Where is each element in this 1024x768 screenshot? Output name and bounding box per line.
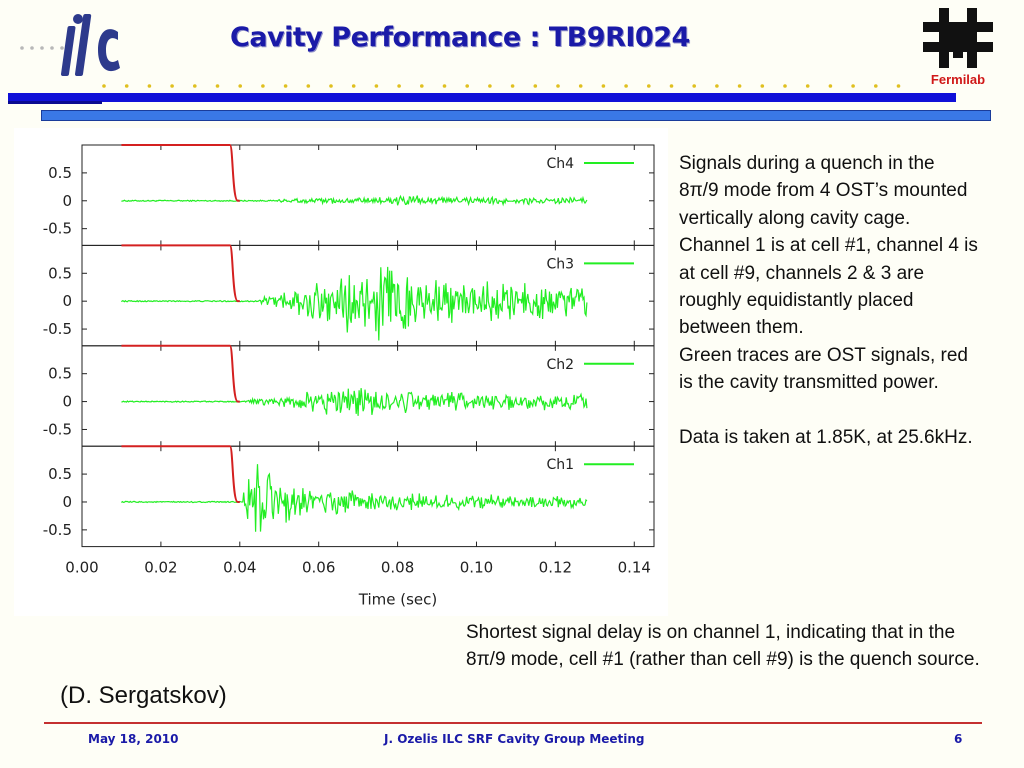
ost-trace-ch1 <box>120 464 588 532</box>
legend-label: Ch4 <box>546 156 574 172</box>
y-tick-label: 0 <box>62 493 72 511</box>
power-trace-ch2 <box>121 344 240 403</box>
description-text: Signals during a quench in the 8π/9 mode… <box>679 153 978 449</box>
plot-background <box>14 128 668 616</box>
header-dot <box>170 84 174 88</box>
header-dot <box>669 84 674 88</box>
y-tick-label: 0 <box>62 292 72 310</box>
header-dot <box>737 84 742 88</box>
header-dot <box>215 84 220 88</box>
section-bar <box>41 110 991 121</box>
header-bar <box>8 93 956 102</box>
footer-divider <box>44 722 982 724</box>
header-dot <box>715 84 719 88</box>
header-dot-row <box>102 84 901 88</box>
header-dot <box>102 84 106 88</box>
header-dot <box>465 84 470 88</box>
ost-trace-ch2 <box>121 388 588 416</box>
header-dot <box>420 84 424 88</box>
header-dot <box>124 84 129 88</box>
x-tick-label: 0.06 <box>302 559 335 577</box>
header-dot <box>193 84 197 88</box>
header-dot <box>488 84 492 88</box>
x-tick-label: 0.14 <box>618 559 651 577</box>
header-dot <box>896 84 901 88</box>
y-tick-label: 0 <box>62 393 72 411</box>
header-dot <box>351 84 356 88</box>
x-tick-label: 0.10 <box>460 559 493 577</box>
legend-label: Ch3 <box>546 256 574 272</box>
header-dot <box>442 84 447 88</box>
panel-frame <box>81 445 655 548</box>
ost-trace-ch3 <box>120 266 588 341</box>
power-trace-ch4 <box>121 144 240 202</box>
header-dot <box>147 84 152 88</box>
slide-title: Cavity Performance : TB9RI024 <box>230 22 690 53</box>
header-dot <box>874 84 878 88</box>
legend-label: Ch1 <box>546 457 574 473</box>
header-dot <box>374 84 379 88</box>
conclusion-text: Shortest signal delay is on channel 1, i… <box>466 622 980 671</box>
x-tick-label: 0.08 <box>381 559 414 577</box>
panel-ch1: 0.5 0 -0.5 Ch1 <box>43 445 655 548</box>
ost-trace-ch4 <box>121 194 588 207</box>
header-bar-accent <box>8 101 102 104</box>
y-tick-label: -0.5 <box>43 521 72 539</box>
header-dot <box>692 84 696 88</box>
y-tick-label: -0.5 <box>43 320 72 338</box>
header-dot <box>261 84 265 88</box>
x-axis-label: Time (sec) <box>358 591 437 609</box>
header-dot <box>783 84 787 88</box>
ost-quench-chart: 0.5 0 -0.5 Ch4 0.5 0 -0.5 Ch3 0.5 0 -0.5 Ch2 0.5 0 -0.… <box>43 144 655 609</box>
header-dot <box>306 84 311 88</box>
header-dot <box>601 84 606 88</box>
x-tick-label: 0.12 <box>539 559 572 577</box>
header-dot <box>238 84 242 88</box>
header-dot <box>624 84 628 88</box>
header-dot <box>397 84 401 88</box>
panel-ch4: 0.5 0 -0.5 Ch4 <box>43 144 655 246</box>
header-dot <box>805 84 810 88</box>
y-tick-label: 0.5 <box>48 264 72 282</box>
header-dot <box>851 84 855 88</box>
x-tick-label: 0.04 <box>223 559 256 577</box>
header-dot <box>556 84 560 88</box>
x-tick-label: 0.02 <box>144 559 177 577</box>
x-tick-label: 0.00 <box>65 559 98 577</box>
header-dot <box>283 84 288 88</box>
page-number: 6 <box>954 732 963 746</box>
y-tick-label: 0.5 <box>48 365 72 383</box>
y-tick-label: -0.5 <box>43 420 72 438</box>
power-trace-ch3 <box>121 244 240 303</box>
ilc-logo <box>20 14 120 76</box>
panel-ch3: 0.5 0 -0.5 Ch3 <box>43 244 655 347</box>
legend-label: Ch2 <box>546 357 574 373</box>
fermilab-logo <box>923 8 993 68</box>
header-dot <box>329 84 333 88</box>
panel-ch2: 0.5 0 -0.5 Ch2 <box>43 344 655 447</box>
header-dot <box>647 84 651 88</box>
fermilab-wordmark: Fermilab <box>930 72 986 87</box>
header-dot <box>533 84 538 88</box>
power-trace-ch1 <box>121 445 240 503</box>
y-tick-label: 0 <box>62 192 72 210</box>
author-credit: (D. Sergatskov) <box>60 682 227 709</box>
footer-date: May 18, 2010 <box>88 732 179 746</box>
y-tick-label: 0.5 <box>48 164 72 182</box>
y-tick-label: 0.5 <box>48 465 72 483</box>
header-dot <box>578 84 583 88</box>
header-dot <box>760 84 765 88</box>
header-dot <box>510 84 515 88</box>
y-tick-label: -0.5 <box>43 220 72 238</box>
header-dot <box>828 84 833 88</box>
footer-meeting: J. Ozelis ILC SRF Cavity Group Meeting <box>384 732 645 746</box>
